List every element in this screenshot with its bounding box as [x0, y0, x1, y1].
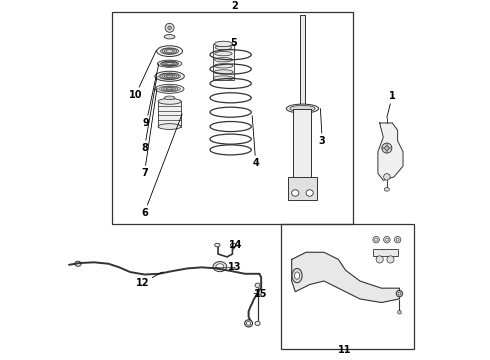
- Text: 12: 12: [136, 272, 162, 288]
- Bar: [213, 44, 234, 80]
- Ellipse shape: [384, 188, 390, 191]
- Ellipse shape: [386, 151, 388, 153]
- Bar: [299, 15, 305, 109]
- Text: 2: 2: [231, 1, 238, 11]
- Text: 8: 8: [141, 76, 157, 153]
- Text: 14: 14: [229, 240, 243, 250]
- Ellipse shape: [75, 261, 81, 266]
- Ellipse shape: [396, 290, 403, 297]
- Ellipse shape: [159, 73, 180, 80]
- Ellipse shape: [161, 48, 178, 54]
- Ellipse shape: [398, 292, 401, 295]
- Bar: [112, 12, 353, 224]
- Ellipse shape: [292, 269, 302, 283]
- Text: 11: 11: [338, 345, 352, 355]
- Ellipse shape: [168, 26, 172, 30]
- Ellipse shape: [158, 99, 181, 104]
- Text: 4: 4: [252, 116, 259, 168]
- Ellipse shape: [255, 321, 260, 325]
- Ellipse shape: [214, 70, 233, 74]
- Text: 13: 13: [228, 262, 242, 272]
- Ellipse shape: [384, 174, 390, 180]
- Ellipse shape: [384, 237, 390, 243]
- Ellipse shape: [294, 272, 299, 279]
- Text: 9: 9: [143, 64, 159, 128]
- Ellipse shape: [214, 64, 233, 68]
- Ellipse shape: [386, 144, 388, 145]
- Text: 15: 15: [254, 289, 268, 299]
- Ellipse shape: [394, 237, 401, 243]
- Text: 3: 3: [319, 109, 325, 146]
- Ellipse shape: [215, 45, 232, 50]
- Polygon shape: [292, 252, 399, 302]
- Ellipse shape: [230, 243, 236, 247]
- Ellipse shape: [213, 262, 227, 272]
- Ellipse shape: [398, 310, 401, 314]
- Bar: [288, 177, 317, 200]
- Ellipse shape: [382, 143, 392, 153]
- Ellipse shape: [157, 46, 182, 57]
- Ellipse shape: [396, 238, 399, 241]
- Ellipse shape: [255, 283, 260, 287]
- Ellipse shape: [213, 76, 234, 80]
- Bar: [158, 102, 181, 127]
- Ellipse shape: [382, 147, 384, 149]
- Ellipse shape: [245, 320, 252, 327]
- Ellipse shape: [290, 105, 315, 112]
- Ellipse shape: [165, 23, 174, 32]
- Ellipse shape: [215, 243, 220, 247]
- Ellipse shape: [306, 190, 313, 196]
- Ellipse shape: [155, 71, 184, 81]
- Ellipse shape: [385, 146, 389, 150]
- Text: 10: 10: [129, 50, 156, 100]
- Ellipse shape: [158, 124, 181, 130]
- Text: 5: 5: [230, 38, 237, 51]
- Ellipse shape: [246, 321, 251, 325]
- Ellipse shape: [373, 237, 379, 243]
- Ellipse shape: [376, 256, 383, 263]
- Bar: [294, 109, 312, 180]
- Ellipse shape: [161, 61, 178, 66]
- Ellipse shape: [292, 190, 299, 196]
- Ellipse shape: [375, 238, 377, 241]
- Ellipse shape: [386, 238, 388, 241]
- Ellipse shape: [216, 264, 224, 270]
- Text: 1: 1: [387, 91, 395, 118]
- Ellipse shape: [159, 86, 180, 92]
- Text: 6: 6: [141, 114, 182, 218]
- Ellipse shape: [155, 84, 184, 93]
- Ellipse shape: [215, 51, 232, 56]
- Ellipse shape: [157, 60, 182, 67]
- Ellipse shape: [286, 104, 318, 113]
- Text: 7: 7: [141, 88, 157, 178]
- Bar: [372, 249, 398, 256]
- Ellipse shape: [215, 41, 232, 47]
- Ellipse shape: [390, 147, 392, 149]
- Polygon shape: [378, 123, 403, 180]
- Ellipse shape: [215, 58, 232, 62]
- Ellipse shape: [387, 256, 394, 263]
- Ellipse shape: [164, 96, 175, 100]
- Ellipse shape: [164, 35, 175, 39]
- Bar: [281, 224, 414, 349]
